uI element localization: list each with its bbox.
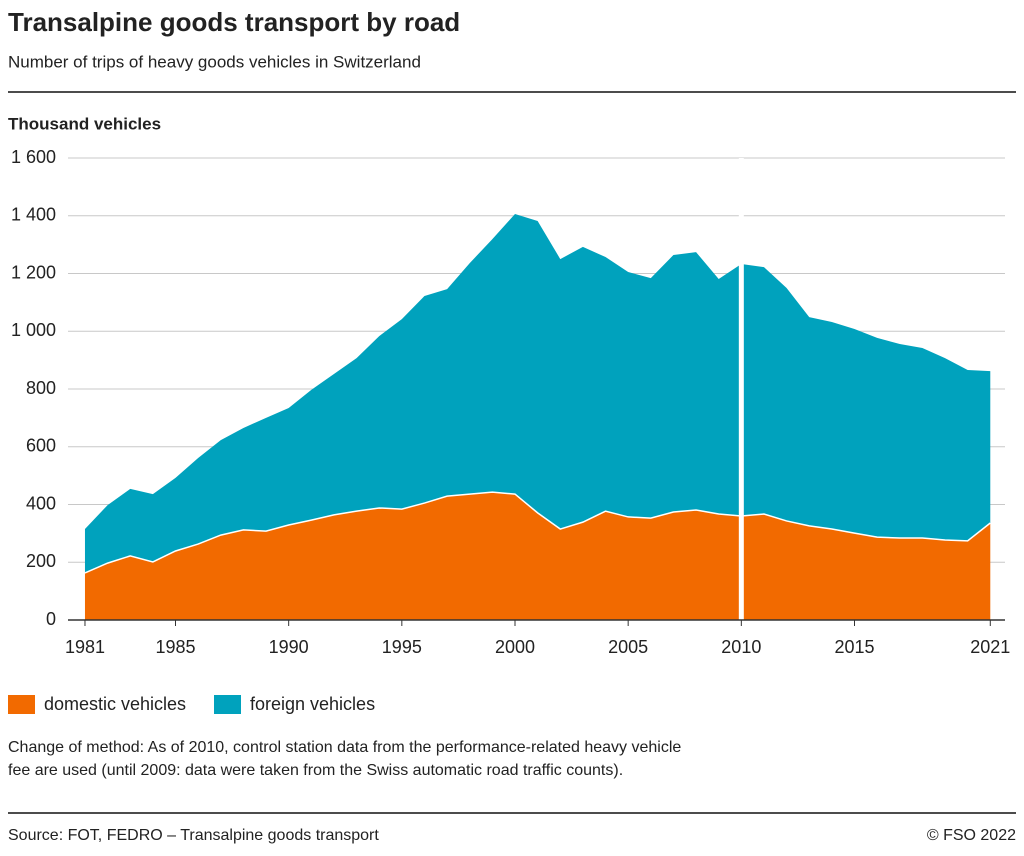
y-axis-label: Thousand vehicles [8, 114, 161, 133]
legend-label: domestic vehicles [44, 694, 186, 714]
legend-swatch [214, 695, 241, 714]
x-tick-label: 1981 [65, 637, 105, 657]
y-tick-label: 1 600 [11, 147, 56, 167]
legend-label: foreign vehicles [250, 694, 375, 714]
series-divider [84, 491, 991, 574]
chart-subtitle: Number of trips of heavy goods vehicles … [8, 52, 421, 71]
y-tick-label: 600 [26, 436, 56, 456]
y-tick-label: 200 [26, 551, 56, 571]
y-tick-label: 0 [46, 609, 56, 629]
y-tick-label: 1 400 [11, 205, 56, 225]
x-tick-label: 1995 [382, 637, 422, 657]
x-tick-label: 2021 [970, 637, 1010, 657]
x-tick-label: 2005 [608, 637, 648, 657]
note: Change of method: As of 2010, control st… [8, 739, 681, 756]
y-tick-label: 400 [26, 493, 56, 513]
source: Source: FOT, FEDRO – Transalpine goods t… [8, 827, 379, 844]
chart-title: Transalpine goods transport by road [8, 7, 460, 37]
copyright: © FSO 2022 [927, 827, 1016, 844]
x-tick-label: 1985 [155, 637, 195, 657]
y-tick-label: 800 [26, 378, 56, 398]
y-tick-label: 1 200 [11, 262, 56, 282]
note: fee are used (until 2009: data were take… [8, 762, 623, 779]
x-tick-label: 2010 [721, 637, 761, 657]
y-tick-label: 1 000 [11, 320, 56, 340]
x-tick-label: 2015 [834, 637, 874, 657]
x-tick-label: 2000 [495, 637, 535, 657]
legend-swatch [8, 695, 35, 714]
area [84, 214, 991, 573]
area [84, 492, 991, 620]
x-tick-label: 1990 [269, 637, 309, 657]
